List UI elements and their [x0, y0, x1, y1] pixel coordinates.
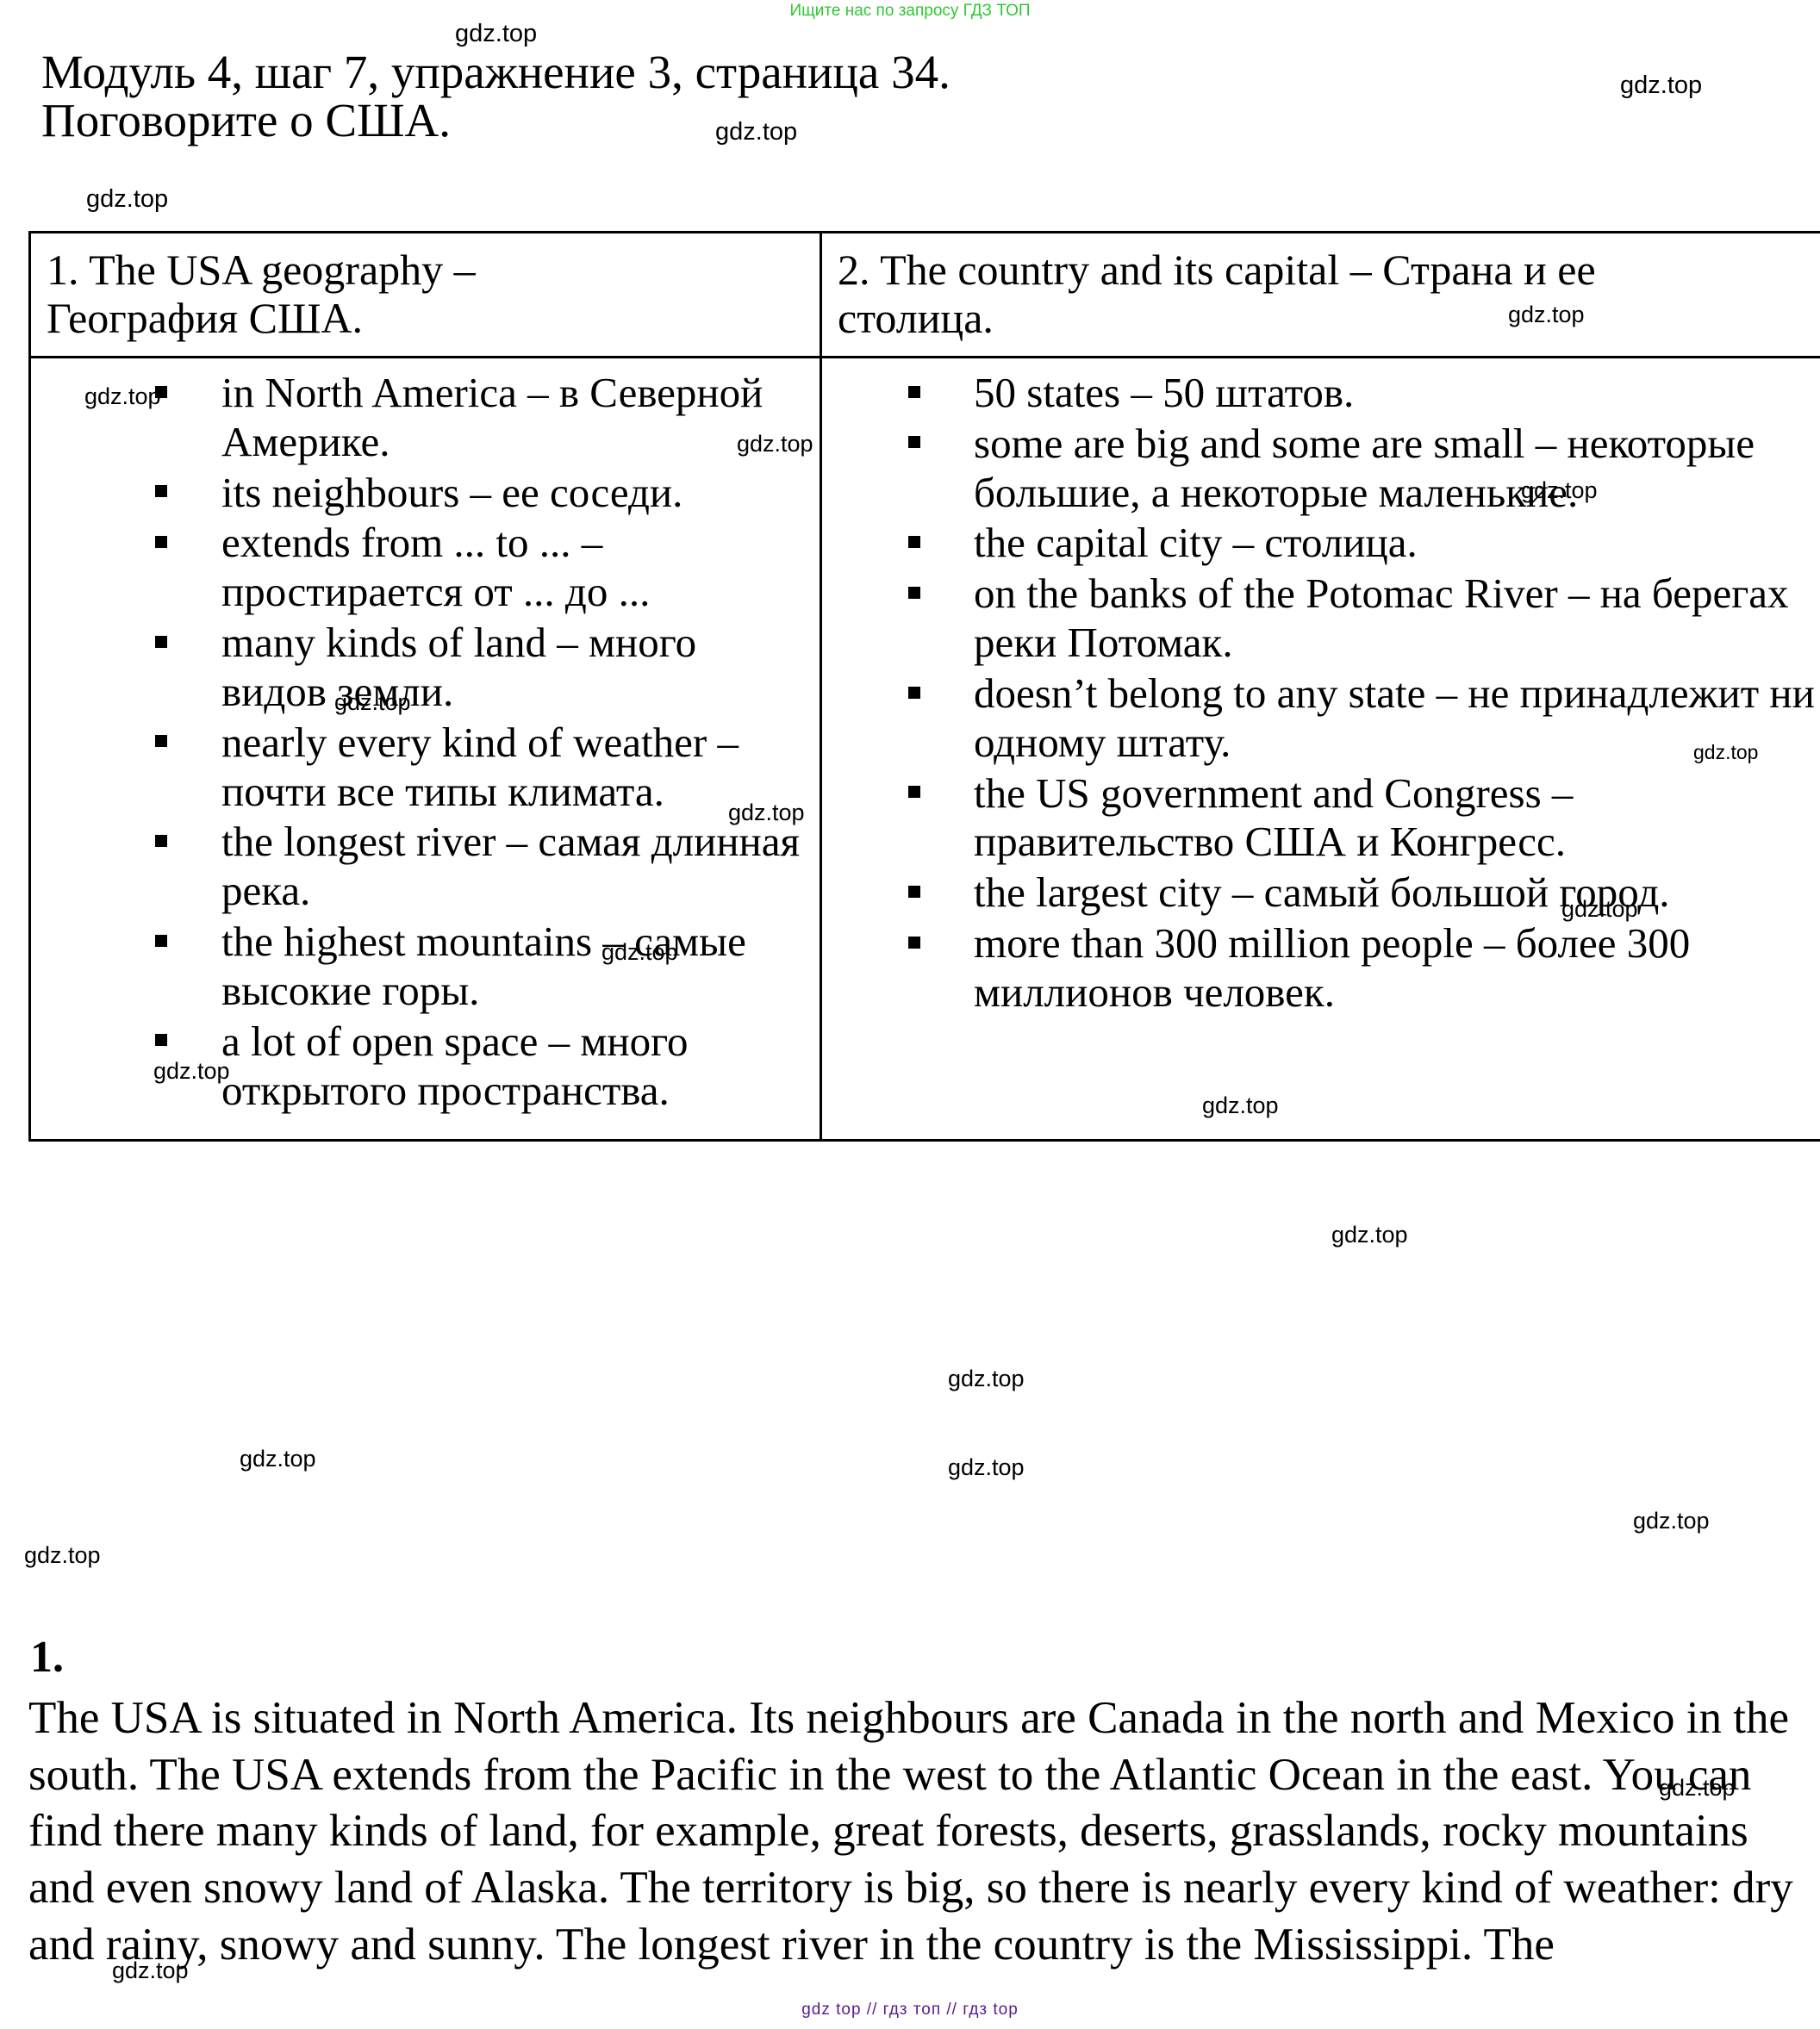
list-item: its neighbours – ее соседи.: [45, 469, 806, 518]
page-title: Модуль 4, шаг 7, упражнение 3, страница …: [41, 46, 1679, 147]
list-item: nearly every kind of weather – почти все…: [45, 719, 806, 817]
bullet-square-icon: [908, 385, 920, 398]
watermark-gdz-top: gdz.top: [240, 1446, 316, 1472]
list-item-text: its neighbours – ее соседи.: [221, 468, 683, 516]
list-item-text: some are big and some are small – некото…: [974, 419, 1755, 516]
list-item: some are big and some are small – некото…: [836, 420, 1820, 518]
column-2-header-line-1: 2. The country and its capital – Страна …: [838, 246, 1596, 294]
bullet-square-icon: [155, 485, 167, 498]
bullet-square-icon: [155, 835, 167, 848]
list-item-text: the capital city – столица.: [974, 519, 1418, 567]
table-header-cell-geography: 1. The USA geography – География США.: [28, 231, 822, 358]
column-2-header-line-2: столица.: [838, 294, 994, 342]
list-item-text: the longest river – самая длинная река.: [221, 818, 801, 915]
column-1-header-line-2: География США.: [47, 294, 364, 342]
list-item: a lot of open space – много открытого пр…: [45, 1018, 806, 1116]
geography-bullet-list: in North America – в Северной Америке. i…: [45, 369, 806, 1115]
list-item-text: in North America – в Северной Америке.: [221, 369, 764, 465]
watermark-gdz-top: gdz.top: [24, 1542, 101, 1568]
list-item-text: the largest city – самый большой город.: [974, 868, 1670, 917]
column-1-header-line-1: 1. The USA geography –: [47, 246, 476, 294]
list-item: the largest city – самый большой город.: [836, 868, 1820, 918]
list-item: more than 300 million people – более 300…: [836, 919, 1820, 1018]
list-item: the US government and Congress – правите…: [836, 769, 1820, 868]
bullet-square-icon: [908, 536, 920, 549]
promo-banner: Ищите нас по запросу ГДЗ ТОП: [789, 2, 1031, 20]
list-item: on the banks of the Potomac River – на б…: [836, 569, 1820, 668]
list-item-text: a lot of open space – много открытого пр…: [221, 1017, 689, 1114]
bullet-square-icon: [908, 586, 920, 599]
list-item-text: the highest mountains – самые высокие го…: [221, 918, 746, 1014]
bullet-square-icon: [155, 934, 167, 947]
bullet-square-icon: [155, 385, 167, 398]
list-item: in North America – в Северной Америке.: [45, 369, 806, 467]
bullet-square-icon: [908, 786, 920, 799]
answer-paragraph: The USA is situated in North America. It…: [28, 1693, 1793, 1970]
list-item-text: more than 300 million people – более 300…: [974, 919, 1691, 1016]
list-item-text: 50 states – 50 штатов.: [974, 369, 1355, 416]
footer-links: gdz top // гдз топ // гдз top: [801, 2001, 1019, 2019]
watermark-gdz-top: gdz.top: [86, 185, 169, 213]
page-title-line-1: Модуль 4, шаг 7, упражнение 3, страница …: [41, 46, 951, 98]
table-body-row: in North America – в Северной Америке. i…: [28, 355, 1820, 1142]
watermark-gdz-top: gdz.top: [948, 1366, 1025, 1391]
watermark-gdz-top: gdz.top: [1331, 1222, 1408, 1248]
list-item: many kinds of land – много видов земли.: [45, 619, 806, 717]
bullet-square-icon: [908, 885, 920, 898]
bullet-square-icon: [908, 686, 920, 699]
bullet-square-icon: [155, 1034, 167, 1047]
list-item-text: on the banks of the Potomac River – на б…: [974, 569, 1789, 667]
page-title-line-2: Поговорите о США.: [41, 94, 452, 147]
bullet-square-icon: [155, 536, 167, 549]
list-item: the longest river – самая длинная река.: [45, 818, 806, 916]
list-item: 50 states – 50 штатов.: [836, 369, 1820, 418]
usa-topics-table: 1. The USA geography – География США. 2.…: [28, 231, 1820, 1142]
table-body-cell-country-capital: 50 states – 50 штатов. some are big and …: [820, 355, 1820, 1142]
list-item-text: nearly every kind of weather – почти все…: [221, 718, 739, 815]
bullet-square-icon: [155, 735, 167, 748]
list-item: doesn’t belong to any state – не принадл…: [836, 669, 1820, 768]
list-item: the capital city – столица.: [836, 519, 1820, 568]
list-item-text: doesn’t belong to any state – не принадл…: [974, 669, 1815, 766]
table-header-row: 1. The USA geography – География США. 2.…: [28, 231, 1820, 358]
list-item-text: the US government and Congress – правите…: [974, 769, 1574, 866]
list-item-text: extends from ... to ... – простирается о…: [221, 519, 651, 616]
bullet-square-icon: [908, 436, 920, 449]
table-header-cell-country-capital: 2. The country and its capital – Страна …: [820, 231, 1820, 358]
list-item: extends from ... to ... – простирается о…: [45, 519, 806, 617]
bullet-square-icon: [155, 635, 167, 648]
watermark-gdz-top: gdz.top: [1633, 1508, 1710, 1534]
list-item-text: many kinds of land – много видов земли.: [221, 619, 697, 715]
table-body-cell-geography: in North America – в Северной Америке. i…: [28, 355, 822, 1142]
bullet-square-icon: [908, 936, 920, 949]
answer-number: 1.: [30, 1633, 64, 1682]
list-item: the highest mountains – самые высокие го…: [45, 918, 806, 1016]
watermark-gdz-top: gdz.top: [948, 1454, 1025, 1480]
watermark-gdz-top: gdz.top: [455, 20, 538, 47]
country-capital-bullet-list: 50 states – 50 штатов. some are big and …: [836, 369, 1820, 1018]
